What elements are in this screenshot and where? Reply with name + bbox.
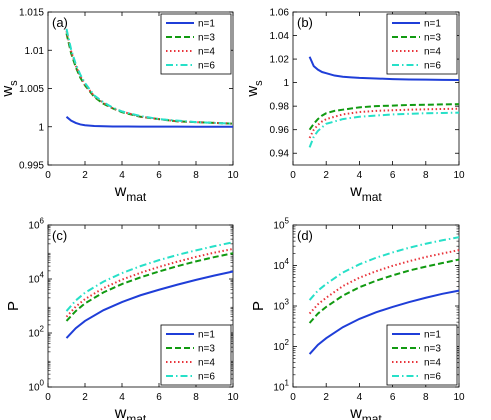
legend: n=1 n=3 n=4 n=6 xyxy=(160,13,232,75)
legend-entry: n=3 xyxy=(198,344,215,355)
legend-entry: n=6 xyxy=(424,61,441,72)
y-tick-label: 105 xyxy=(273,217,289,232)
x-tick-label: 2 xyxy=(323,392,329,403)
legend-entry: n=1 xyxy=(424,19,441,30)
y-tick-label: 1.005 xyxy=(19,84,44,95)
series-line-n=3 xyxy=(65,252,234,322)
y-tick-label: 104 xyxy=(273,257,289,272)
panel-label: (c) xyxy=(52,228,67,243)
y-tick-label: 104 xyxy=(28,271,44,286)
x-tick-label: 0 xyxy=(45,392,51,403)
legend: n=1 n=3 n=4 n=6 xyxy=(386,13,458,75)
legend-entry: n=3 xyxy=(198,33,215,44)
x-tick-label: 0 xyxy=(290,170,296,181)
chart-panel: 0 2 4 6 8 10101102103104105(d)wmatPn=1n=3n=4n… xyxy=(250,217,465,420)
x-tick-label: 0 xyxy=(45,170,51,181)
y-tick-label: 101 xyxy=(273,379,289,394)
x-tick-label: 10 xyxy=(453,392,465,403)
y-tick-label: 0.96 xyxy=(270,125,290,136)
x-tick-label: 6 xyxy=(156,392,162,403)
x-tick-label: 8 xyxy=(423,392,429,403)
chart-panel: 0 2 4 6 8 100.99511.0051.011.015(a)wmatwsn=1n… xyxy=(0,8,239,205)
series-line-n=4 xyxy=(308,249,460,315)
x-tick-label: 4 xyxy=(357,170,363,181)
panel-label: (b) xyxy=(297,15,313,30)
panel-label: (d) xyxy=(297,228,313,243)
series-line-n=6 xyxy=(65,28,234,125)
legend-entry: n=1 xyxy=(198,330,215,341)
x-tick-label: 2 xyxy=(82,170,88,181)
x-tick-label: 10 xyxy=(227,170,239,181)
y-tick-label: 1.01 xyxy=(25,46,45,57)
y-tick-label: 0.94 xyxy=(270,149,290,160)
x-tick-label: 2 xyxy=(82,392,88,403)
x-axis-label: wmat xyxy=(349,183,382,204)
series-line-n=6 xyxy=(308,236,460,301)
x-tick-label: 8 xyxy=(423,170,429,181)
x-tick-label: 4 xyxy=(357,392,363,403)
legend-entry: n=4 xyxy=(424,358,441,369)
y-tick-label: 1.04 xyxy=(270,31,290,42)
legend-entry: n=6 xyxy=(424,372,441,383)
y-tick-label: 1.015 xyxy=(19,8,44,19)
y-tick-label: 1 xyxy=(38,122,44,133)
axes-box xyxy=(292,11,460,166)
series-line-n=6 xyxy=(65,241,234,312)
legend-entry: n=3 xyxy=(424,33,441,44)
y-axis-label: P xyxy=(250,301,267,311)
x-tick-label: 6 xyxy=(390,170,396,181)
x-tick-label: 8 xyxy=(193,170,199,181)
x-axis-label: wmat xyxy=(114,405,147,420)
x-axis-label: wmat xyxy=(349,405,382,420)
x-tick-label: 6 xyxy=(390,392,396,403)
legend-entry: n=1 xyxy=(424,330,441,341)
series-line-n=4 xyxy=(308,107,460,139)
legend-entry: n=4 xyxy=(198,47,215,58)
legend: n=1 n=3 n=4 n=6 xyxy=(386,324,458,386)
x-tick-label: 4 xyxy=(119,392,125,403)
y-tick-label: 103 xyxy=(273,298,289,313)
series-line-n=3 xyxy=(308,258,460,324)
series-line-n=1 xyxy=(308,56,460,82)
legend-entry: n=1 xyxy=(198,19,215,30)
y-axis-label: ws xyxy=(0,80,20,98)
legend-entry: n=6 xyxy=(198,61,215,72)
y-tick-label: 102 xyxy=(273,338,289,353)
legend-entry: n=4 xyxy=(198,358,215,369)
series-line-n=1 xyxy=(308,289,460,355)
legend-entry: n=6 xyxy=(198,372,215,383)
x-tick-label: 10 xyxy=(453,170,465,181)
y-axis-label: P xyxy=(5,301,22,311)
y-tick-label: 1.06 xyxy=(270,8,290,19)
x-tick-label: 10 xyxy=(227,392,239,403)
axes-box xyxy=(47,224,234,388)
y-tick-label: 102 xyxy=(28,325,44,340)
legend: n=1 n=3 n=4 n=6 xyxy=(160,324,232,386)
legend-entry: n=3 xyxy=(424,344,441,355)
y-axis-label: ws xyxy=(244,80,265,98)
x-tick-label: 4 xyxy=(119,170,125,181)
x-axis-label: wmat xyxy=(114,183,147,204)
y-tick-label: 106 xyxy=(28,217,44,232)
chart-panel: 0 2 4 6 8 10 0.94 0.96 0.98 1 1.02 1.04 1.06 (b) wmat w… xyxy=(244,8,465,205)
series-line-n=6 xyxy=(308,111,460,148)
y-tick-label: 0.995 xyxy=(19,161,44,172)
series-line-n=1 xyxy=(65,270,234,339)
y-tick-label: 0.98 xyxy=(270,102,290,113)
x-tick-label: 0 xyxy=(290,392,296,403)
series-line-n=1 xyxy=(65,116,233,128)
y-tick-label: 100 xyxy=(28,379,44,394)
y-tick-label: 1.02 xyxy=(270,55,290,66)
chart-panel: 0 2 4 6 8 10 100 102 104 106 (c) wmat Pn=1 n=3 n=4 n=6 xyxy=(5,217,239,420)
x-tick-label: 8 xyxy=(193,392,199,403)
panel-label: (a) xyxy=(52,15,68,30)
x-tick-label: 6 xyxy=(156,170,162,181)
series-line-n=3 xyxy=(308,103,460,131)
y-tick-label: 1 xyxy=(283,78,289,89)
x-tick-label: 2 xyxy=(323,170,329,181)
legend-entry: n=4 xyxy=(424,47,441,58)
